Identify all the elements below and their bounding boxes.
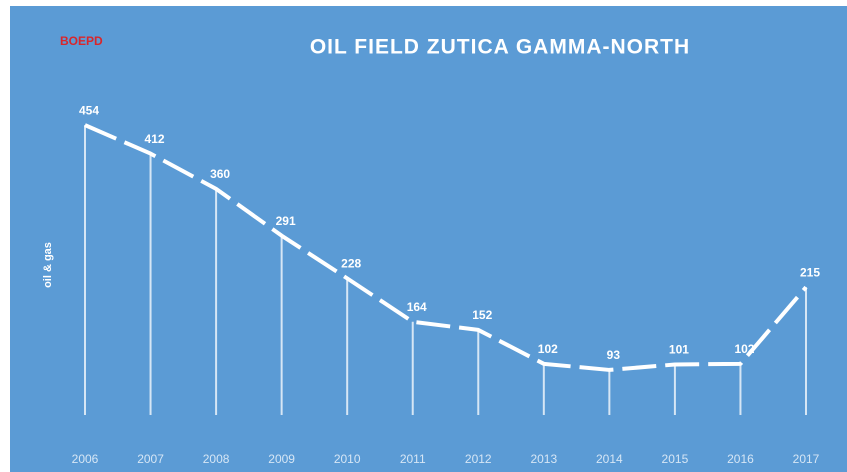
data-label: 164 (407, 300, 427, 314)
data-label: 454 (79, 103, 99, 117)
data-label: 412 (145, 132, 165, 146)
data-label: 228 (341, 257, 361, 271)
data-label: 102 (734, 342, 754, 356)
data-label: 152 (472, 308, 492, 322)
data-label: 215 (800, 265, 820, 279)
x-tick-label: 2008 (203, 452, 230, 466)
x-tick-label: 2011 (400, 452, 426, 466)
chart-subtitle: BOEPD (60, 34, 103, 48)
x-tick-label: 2013 (530, 452, 557, 466)
x-tick-label: 2017 (793, 452, 820, 466)
x-tick-label: 2016 (727, 452, 754, 466)
x-tick-label: 2009 (268, 452, 295, 466)
x-tick-label: 2014 (596, 452, 623, 466)
data-label: 291 (276, 214, 296, 228)
data-label: 102 (538, 342, 558, 356)
x-tick-label: 2007 (137, 452, 164, 466)
x-tick-label: 2010 (334, 452, 361, 466)
y-axis-label: oil & gas (42, 242, 54, 288)
x-tick-label: 2006 (72, 452, 99, 466)
x-tick-label: 2015 (662, 452, 689, 466)
x-tick-label: 2012 (465, 452, 492, 466)
data-label: 93 (607, 348, 621, 362)
chart-background (10, 6, 847, 472)
data-label: 360 (210, 167, 230, 181)
chart-title: OIL FIELD ZUTICA GAMMA-NORTH (310, 36, 690, 59)
data-label: 101 (669, 343, 689, 357)
data-line (84, 123, 808, 372)
